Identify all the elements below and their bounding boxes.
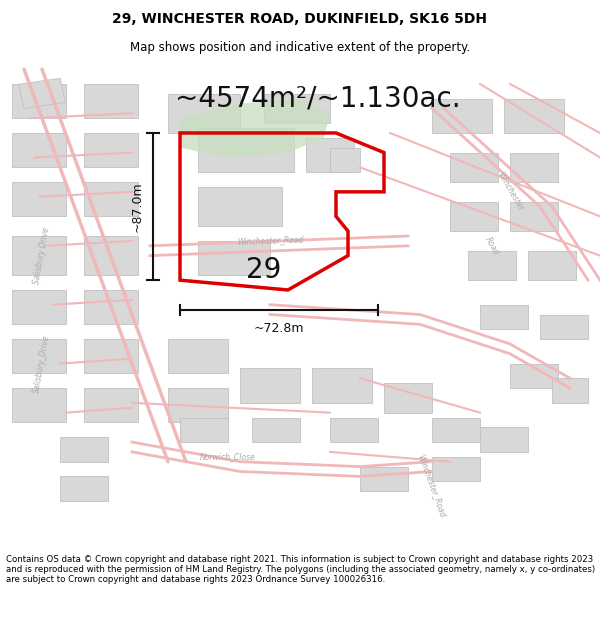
Text: Winchester_Road: Winchester_Road [236, 235, 304, 247]
Bar [480, 428, 528, 452]
Bar [168, 388, 228, 422]
Polygon shape [180, 99, 330, 158]
Bar [540, 314, 588, 339]
Bar [84, 84, 138, 118]
Bar [198, 187, 282, 226]
Bar [84, 339, 138, 373]
Bar [330, 148, 360, 173]
Bar [330, 418, 378, 442]
Text: Salisbury Drive: Salisbury Drive [32, 226, 52, 285]
Text: 29: 29 [247, 256, 281, 284]
Bar [198, 128, 294, 173]
Bar [168, 94, 240, 133]
Bar [252, 418, 300, 442]
Bar [510, 152, 558, 182]
Bar [12, 339, 66, 373]
Bar [510, 364, 558, 388]
Bar [12, 84, 66, 118]
Bar [450, 152, 498, 182]
Bar [306, 138, 354, 172]
Bar [168, 339, 228, 373]
Text: ~4574m²/~1.130ac.: ~4574m²/~1.130ac. [175, 84, 461, 112]
Bar [84, 182, 138, 216]
Bar [480, 304, 528, 329]
Bar [264, 94, 330, 123]
Bar [84, 388, 138, 422]
Bar [84, 236, 138, 275]
Bar [12, 236, 66, 275]
Bar [198, 241, 270, 275]
Bar [60, 437, 108, 462]
Text: ~72.8m: ~72.8m [254, 322, 304, 335]
Bar [360, 467, 408, 491]
Bar [19, 78, 65, 109]
Bar [60, 476, 108, 501]
Bar [450, 202, 498, 231]
Bar [12, 388, 66, 422]
Text: Road: Road [483, 235, 501, 256]
Bar [504, 99, 564, 133]
Bar [312, 369, 372, 402]
Text: Norwich_Close: Norwich_Close [200, 452, 256, 461]
Bar [432, 99, 492, 133]
Bar [384, 383, 432, 412]
Text: ~87.0m: ~87.0m [131, 181, 144, 232]
Bar [468, 251, 516, 280]
Text: Winchester: Winchester [495, 171, 525, 213]
Bar [432, 457, 480, 481]
Bar [510, 202, 558, 231]
Bar [12, 290, 66, 324]
Bar [180, 418, 228, 442]
Bar [12, 133, 66, 168]
Bar [12, 182, 66, 216]
Text: Winchester_Road: Winchester_Road [416, 453, 448, 519]
Bar [552, 378, 588, 402]
Text: Contains OS data © Crown copyright and database right 2021. This information is : Contains OS data © Crown copyright and d… [6, 554, 595, 584]
Bar [84, 290, 138, 324]
Bar [240, 369, 300, 402]
Bar [84, 133, 138, 168]
Bar [432, 418, 480, 442]
Text: 29, WINCHESTER ROAD, DUKINFIELD, SK16 5DH: 29, WINCHESTER ROAD, DUKINFIELD, SK16 5D… [113, 12, 487, 26]
Bar [528, 251, 576, 280]
Text: Salisbury_Drive: Salisbury_Drive [32, 334, 52, 394]
Text: Map shows position and indicative extent of the property.: Map shows position and indicative extent… [130, 41, 470, 54]
